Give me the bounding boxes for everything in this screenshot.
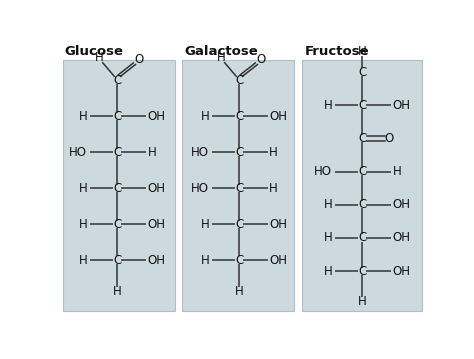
Text: H: H: [78, 218, 87, 230]
Text: C: C: [235, 74, 243, 87]
Text: OH: OH: [392, 198, 410, 211]
Text: OH: OH: [269, 253, 287, 267]
Text: H: H: [358, 295, 367, 308]
Text: Fructose: Fructose: [304, 45, 369, 58]
Text: OH: OH: [147, 253, 165, 267]
Text: OH: OH: [269, 110, 287, 123]
Text: HO: HO: [191, 146, 209, 159]
Text: C: C: [235, 110, 243, 123]
Text: H: H: [323, 265, 332, 278]
Text: H: H: [201, 253, 209, 267]
Text: HO: HO: [314, 165, 332, 178]
Text: C: C: [235, 253, 243, 267]
Text: HO: HO: [69, 146, 87, 159]
Text: C: C: [235, 182, 243, 195]
Text: H: H: [235, 285, 244, 298]
Text: H: H: [78, 253, 87, 267]
Text: C: C: [358, 232, 366, 244]
Text: H: H: [78, 110, 87, 123]
FancyBboxPatch shape: [182, 60, 294, 311]
FancyBboxPatch shape: [302, 60, 422, 311]
Text: H: H: [323, 99, 332, 112]
Text: H: H: [269, 182, 278, 195]
Text: OH: OH: [269, 218, 287, 230]
Text: C: C: [113, 253, 121, 267]
Text: H: H: [147, 146, 156, 159]
Text: C: C: [358, 265, 366, 278]
Text: H: H: [269, 146, 278, 159]
Text: H: H: [392, 165, 401, 178]
Text: H: H: [323, 198, 332, 211]
Text: H: H: [95, 51, 104, 64]
Text: C: C: [358, 66, 366, 79]
Text: C: C: [113, 218, 121, 230]
Text: H: H: [217, 51, 226, 64]
Text: C: C: [235, 218, 243, 230]
Text: OH: OH: [392, 99, 410, 112]
Text: H: H: [201, 110, 209, 123]
Text: H: H: [358, 45, 367, 58]
FancyBboxPatch shape: [63, 60, 175, 311]
Text: C: C: [358, 165, 366, 178]
Text: HO: HO: [191, 182, 209, 195]
Text: H: H: [113, 285, 122, 298]
Text: C: C: [113, 74, 121, 87]
Text: H: H: [201, 218, 209, 230]
Text: C: C: [358, 99, 366, 112]
Text: OH: OH: [147, 218, 165, 230]
Text: H: H: [323, 232, 332, 244]
Text: O: O: [384, 132, 393, 145]
Text: OH: OH: [392, 265, 410, 278]
Text: C: C: [235, 146, 243, 159]
Text: C: C: [358, 198, 366, 211]
Text: H: H: [78, 182, 87, 195]
Text: C: C: [113, 110, 121, 123]
Text: OH: OH: [147, 110, 165, 123]
Text: O: O: [134, 53, 143, 66]
Text: C: C: [358, 132, 366, 145]
Text: C: C: [113, 146, 121, 159]
Text: OH: OH: [392, 232, 410, 244]
Text: Glucose: Glucose: [65, 45, 124, 58]
Text: OH: OH: [147, 182, 165, 195]
Text: O: O: [256, 53, 265, 66]
Text: C: C: [113, 182, 121, 195]
Text: Galactose: Galactose: [184, 45, 258, 58]
